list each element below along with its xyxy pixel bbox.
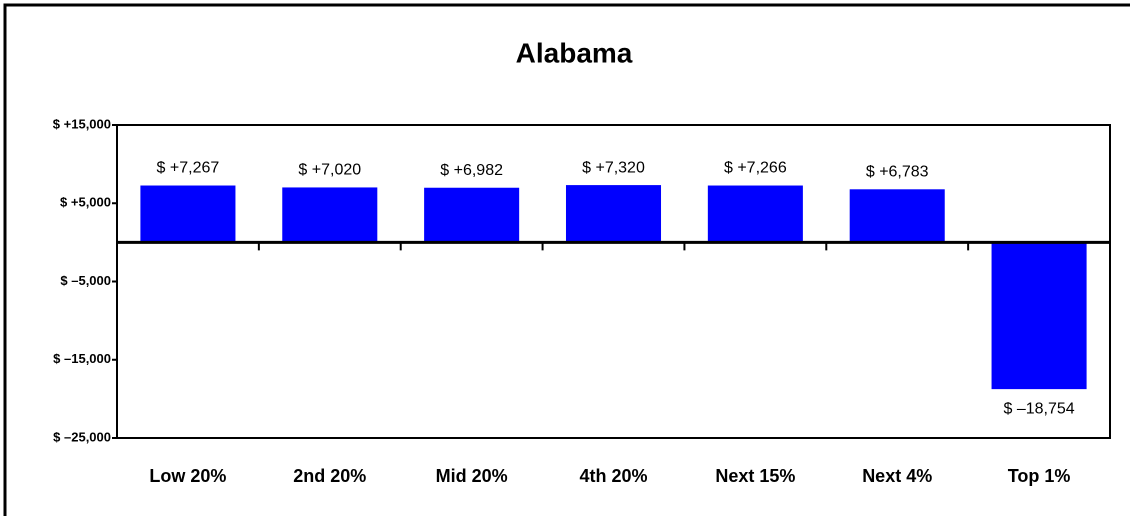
bar [991,242,1087,390]
chart-title: Alabama [516,37,633,68]
bar [565,185,662,243]
y-tick-label: $ –15,000 [53,351,111,366]
bar [424,187,520,243]
y-tick-label: $ –5,000 [60,273,111,288]
bar [707,185,803,243]
y-tick-label: $ –25,000 [53,429,111,444]
x-tick-label: Low 20% [149,466,226,486]
value-label: $ +6,783 [866,164,929,181]
chart-frame [3,3,1130,516]
bar [140,185,236,243]
value-label: $ +6,982 [440,162,503,179]
value-label: $ +7,266 [724,160,787,177]
value-label: $ –18,754 [1003,400,1074,417]
x-tick-label: Mid 20% [436,466,508,486]
x-tick-label: Top 1% [1008,466,1071,486]
x-tick-label: Next 15% [715,466,795,486]
value-label: $ +7,320 [582,159,645,176]
y-tick-label: $ +5,000 [60,195,111,210]
x-tick-label: 4th 20% [579,466,647,486]
value-label: $ +7,267 [157,160,220,177]
bar [849,189,945,243]
y-tick-label: $ +15,000 [53,116,111,131]
bar [282,187,378,243]
x-tick-label: 2nd 20% [293,466,366,486]
value-label: $ +7,020 [298,162,361,179]
x-tick-label: Next 4% [862,466,932,486]
